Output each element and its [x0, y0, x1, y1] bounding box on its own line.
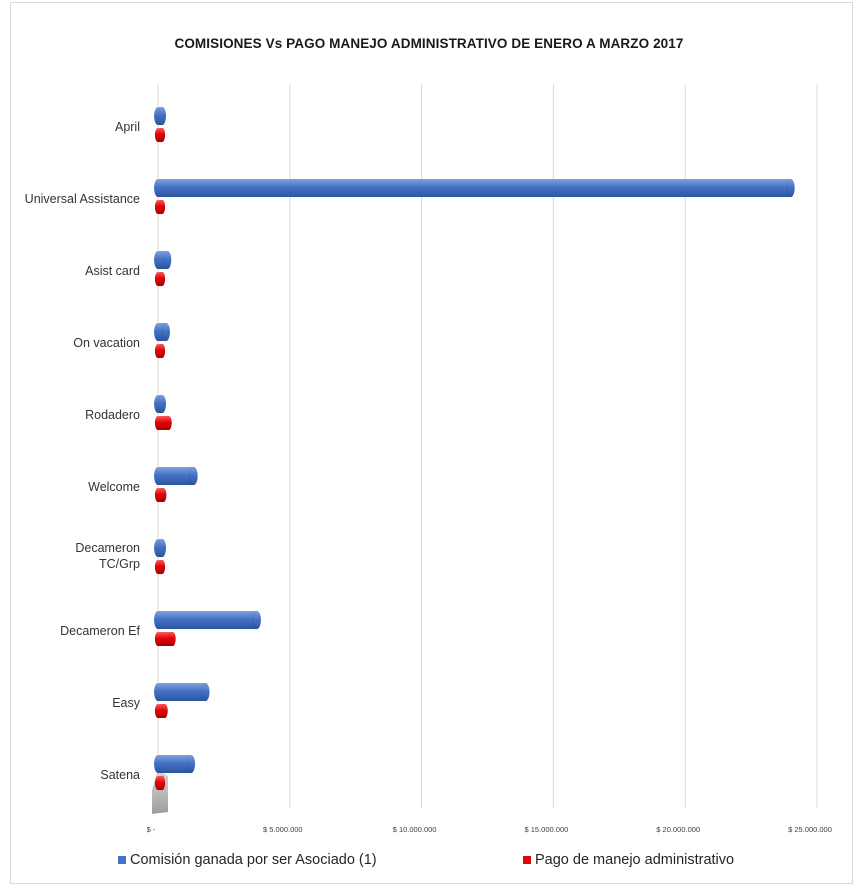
- bar-commission-rodadero: [154, 394, 167, 414]
- bar-commission-easy: [154, 682, 210, 702]
- bar-admin-payment-decameron-ef: [154, 631, 176, 647]
- x-tick-label: $ 20.000.000: [656, 825, 700, 834]
- chart-frame: [10, 2, 853, 884]
- y-category-label: Decameron TC/Grp: [75, 541, 140, 571]
- chart-title: COMISIONES Vs PAGO MANEJO ADMINISTRATIVO…: [174, 36, 684, 51]
- y-category-label: Universal Assistance: [25, 192, 140, 206]
- legend-swatch-admin-payment: [523, 856, 531, 864]
- bar-commission-welcome: [154, 466, 198, 486]
- bar-commission-april: [154, 106, 167, 126]
- x-tick-label: $ 10.000.000: [393, 825, 437, 834]
- y-category-label: Rodadero: [85, 408, 140, 422]
- bar-admin-payment-welcome: [154, 487, 167, 503]
- y-category-label: April: [115, 120, 140, 134]
- bar-admin-payment-rodadero: [154, 415, 172, 431]
- bar-admin-payment-asist-card: [154, 271, 166, 287]
- bar-admin-payment-decameron-tc-grp: [154, 559, 166, 575]
- bar-commission-satena: [154, 754, 196, 774]
- legend-swatch-commission: [118, 856, 126, 864]
- y-category-label: Asist card: [85, 264, 140, 278]
- bar-commission-asist-card: [154, 250, 172, 270]
- bar-commission-decameron-ef: [154, 610, 262, 630]
- bar-admin-payment-easy: [154, 703, 168, 719]
- legend-label-admin-payment: Pago de manejo administrativo: [535, 852, 735, 868]
- y-category-label: On vacation: [73, 336, 140, 350]
- y-category-label: Decameron Ef: [60, 624, 140, 638]
- bar-admin-payment-on-vacation: [154, 343, 166, 359]
- bar-admin-payment-april: [154, 127, 166, 143]
- bar-commission-on-vacation: [154, 322, 171, 342]
- bar-admin-payment-satena: [154, 775, 166, 791]
- x-tick-label: $ 25.000.000: [788, 825, 832, 834]
- legend-item-commission: Comisión ganada por ser Asociado (1): [118, 852, 377, 868]
- legend-item-admin-payment: Pago de manejo administrativo: [523, 852, 734, 868]
- y-category-label: Easy: [112, 696, 141, 710]
- bar-commission-decameron-tc-grp: [154, 538, 167, 558]
- bar-admin-payment-universal-assistance: [154, 199, 166, 215]
- y-category-label: Welcome: [88, 480, 140, 494]
- y-category-label: Satena: [100, 768, 140, 782]
- bar-commission-universal-assistance: [154, 178, 795, 198]
- legend-label-commission: Comisión ganada por ser Asociado (1): [130, 852, 377, 868]
- x-tick-label: $ -: [147, 825, 156, 834]
- x-tick-label: $ 5.000.000: [263, 825, 303, 834]
- x-tick-label: $ 15.000.000: [525, 825, 569, 834]
